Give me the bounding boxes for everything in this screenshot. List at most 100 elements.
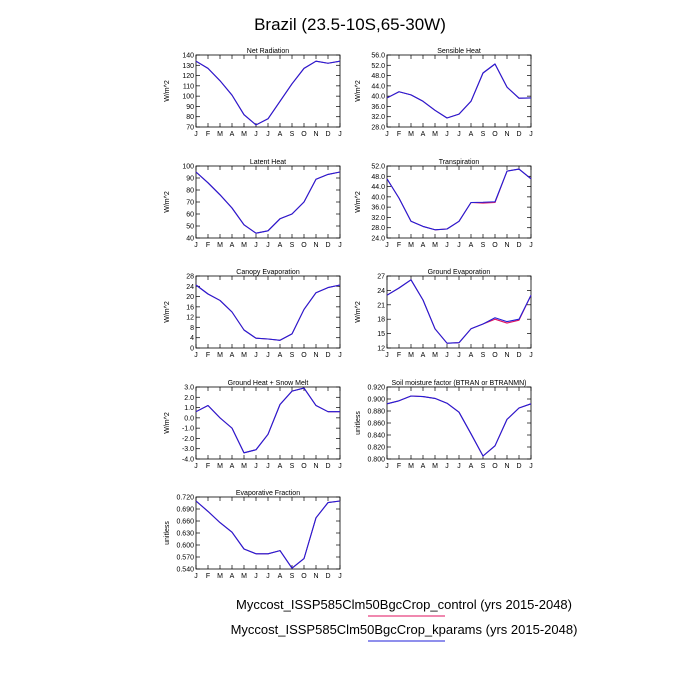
- y-axis-label: W/m^2: [355, 191, 362, 213]
- x-tick-label: J: [266, 352, 270, 359]
- y-tick-label: 40: [186, 236, 194, 243]
- y-tick-label: 24.0: [371, 236, 385, 243]
- x-tick-label: J: [338, 131, 342, 138]
- x-tick-label: O: [492, 131, 498, 138]
- x-tick-label: M: [217, 352, 223, 359]
- y-tick-label: 32.0: [371, 114, 385, 121]
- y-axis-label: unitless: [355, 411, 362, 435]
- x-tick-label: N: [313, 573, 318, 580]
- plot-frame: [195, 165, 341, 239]
- series-line-control: [195, 284, 341, 341]
- y-tick-label: 110: [183, 83, 194, 90]
- y-tick-label: 48.0: [371, 174, 385, 181]
- y-tick-label: 2.0: [184, 395, 194, 402]
- x-tick-label: S: [481, 242, 486, 249]
- x-tick-label: J: [385, 242, 389, 249]
- panel-8: Soil moisture factor (BTRAN or BTRANMN) u…: [355, 380, 533, 470]
- y-tick-label: 70: [186, 200, 194, 207]
- x-tick-label: M: [241, 131, 247, 138]
- x-tick-label: J: [338, 573, 342, 580]
- x-tick-label: S: [481, 131, 486, 138]
- y-tick-label: 32.0: [371, 215, 385, 222]
- y-axis-label: W/m^2: [164, 412, 171, 434]
- y-tick-label: 0.920: [367, 385, 385, 392]
- y-tick-label: 0.690: [176, 507, 194, 514]
- y-tick-label: 0.660: [176, 519, 194, 526]
- x-tick-label: M: [432, 463, 438, 470]
- x-tick-label: N: [313, 242, 318, 249]
- series-line-kparams: [386, 168, 532, 231]
- plot-frame: [195, 496, 341, 570]
- x-tick-label: J: [254, 352, 258, 359]
- x-tick-label: J: [254, 573, 258, 580]
- x-tick-label: F: [206, 131, 210, 138]
- x-tick-label: O: [492, 463, 498, 470]
- y-tick-label: -2.0: [182, 436, 194, 443]
- y-tick-label: 0.630: [176, 531, 194, 538]
- x-tick-label: O: [492, 352, 498, 359]
- legend-control-label: Myccost_ISSP585Clm50BgcCrop_control (yrs…: [236, 597, 572, 612]
- x-tick-label: N: [313, 463, 318, 470]
- x-tick-label: D: [516, 463, 521, 470]
- x-tick-label: O: [301, 463, 307, 470]
- x-tick-label: N: [504, 242, 509, 249]
- y-tick-label: 44.0: [371, 184, 385, 191]
- series-line-control: [195, 171, 341, 234]
- y-tick-label: 3.0: [184, 385, 194, 392]
- y-tick-label: 1.0: [184, 405, 194, 412]
- plot-frame: [195, 275, 341, 349]
- x-tick-label: A: [278, 463, 283, 470]
- x-tick-label: A: [278, 131, 283, 138]
- series-line-kparams: [195, 171, 341, 234]
- x-tick-label: M: [408, 242, 414, 249]
- x-tick-label: A: [230, 463, 235, 470]
- panel-4: Transpiration W/m^2 24.0 28.0 32.0 36.0 40.0 44…: [355, 159, 533, 249]
- x-tick-label: A: [469, 131, 474, 138]
- plot-frame: [195, 386, 341, 460]
- panel-title: Net Radiation: [247, 48, 290, 55]
- y-axis-label: W/m^2: [355, 80, 362, 102]
- x-tick-label: M: [217, 463, 223, 470]
- x-tick-label: J: [266, 463, 270, 470]
- x-tick-label: J: [266, 573, 270, 580]
- x-tick-label: J: [385, 131, 389, 138]
- y-tick-label: 21: [377, 302, 385, 309]
- x-tick-label: J: [254, 242, 258, 249]
- y-tick-label: 0.900: [367, 397, 385, 404]
- panel-title: Canopy Evaporation: [236, 269, 300, 276]
- x-tick-label: J: [338, 463, 342, 470]
- y-tick-label: 0.0: [184, 415, 194, 422]
- y-tick-label: 0.820: [367, 445, 385, 452]
- y-tick-label: 80: [186, 188, 194, 195]
- x-tick-label: J: [385, 352, 389, 359]
- x-tick-label: A: [278, 573, 283, 580]
- y-tick-label: -3.0: [182, 446, 194, 453]
- y-tick-label: 0.840: [367, 433, 385, 440]
- panel-title: Ground Evaporation: [428, 269, 491, 276]
- y-tick-label: 18: [377, 317, 385, 324]
- legend: Myccost_ISSP585Clm50BgcCrop_control (yrs…: [231, 597, 577, 642]
- y-axis-label: W/m^2: [164, 301, 171, 323]
- x-tick-label: F: [206, 573, 210, 580]
- x-tick-label: N: [313, 352, 318, 359]
- plot-frame: [386, 54, 532, 128]
- x-tick-label: M: [408, 131, 414, 138]
- x-tick-label: F: [206, 242, 210, 249]
- y-axis-label: unitless: [164, 521, 171, 545]
- x-tick-label: M: [241, 352, 247, 359]
- x-tick-label: J: [457, 352, 461, 359]
- y-tick-label: 120: [182, 73, 194, 80]
- y-tick-label: 28: [186, 274, 194, 281]
- x-tick-label: D: [325, 242, 330, 249]
- x-tick-label: A: [278, 242, 283, 249]
- y-tick-label: 0.540: [176, 567, 194, 574]
- x-tick-label: D: [516, 131, 521, 138]
- x-tick-label: F: [397, 352, 401, 359]
- series-line-control: [195, 387, 340, 454]
- series-line-kparams: [195, 60, 341, 126]
- x-tick-label: J: [457, 242, 461, 249]
- series-line-control: [195, 500, 341, 569]
- x-tick-label: J: [194, 242, 198, 249]
- x-tick-label: M: [241, 573, 247, 580]
